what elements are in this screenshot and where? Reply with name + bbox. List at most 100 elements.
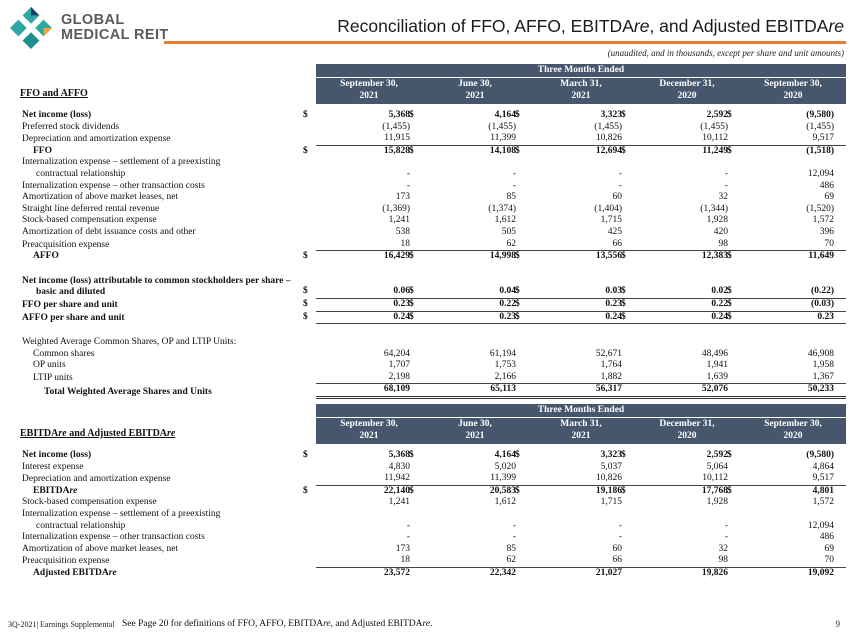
dollar-sign [727,181,740,193]
dollar-sign: $ [515,311,520,322]
table-row: Stock-based compensation expense 1,241 1,6… [16,497,848,509]
dollar-sign [409,372,422,385]
cell-value: (1,455) [594,121,622,132]
value-cell: $5,368 [303,110,422,122]
cell-value: 11,649 [808,251,834,262]
value-cell: 32 [634,544,740,556]
value-cell: $0.23 [409,312,528,325]
row-label: Internalization expense – settlement of … [22,157,221,179]
cell-value: 18 [316,239,422,252]
dollar-sign [621,384,634,399]
cell-value: 56,317 [528,384,634,400]
value-cell: 64,204 [316,349,422,361]
value-cell: 9,517 [740,473,846,486]
table-row: Total Weighted Average Shares and Units 6… [16,384,848,400]
cell-value: 486 [819,180,834,191]
cell-value: 396 [819,226,834,237]
dollar-sign [515,497,528,509]
dollar-sign: $ [621,450,626,460]
row-label: AFFO per share and unit [22,312,125,323]
cell-value: 1,639 [634,372,740,385]
dollar-sign [409,239,422,252]
cell-value: 0.23 [740,312,846,325]
value-cell: $0.06 [303,286,422,299]
value-cell: 61,194 [422,349,528,361]
value-cell: 62 [422,239,528,252]
value-cell: 23,572 [316,568,422,580]
dollar-sign [409,133,422,146]
dollar-sign: $ [303,311,308,322]
cell-value: 68,109 [316,384,422,400]
cell-value: 17,768 [701,485,728,496]
table-row: LTIP units 2,198 2,166 1,882 1,639 1,367 [16,372,848,385]
value-cell: 98 [634,239,740,252]
table-row: Net income (loss) $5,368 $4,164 $3,323 $2,59… [16,450,848,462]
dollar-sign [303,555,316,568]
cell-value: 5,064 [706,461,728,472]
value-cell: 18 [316,239,422,252]
value-cell: - [316,532,422,544]
row-label: LTIP units [33,372,73,383]
dollar-sign: $ [621,110,626,120]
cell-value: 5,368 [388,450,410,460]
value-cell: $ (0.03) [727,299,846,312]
cell-value: 2,166 [422,372,528,385]
value-cell: $19,186 [515,486,634,498]
value-cell: 10,826 [528,473,634,486]
value-cell: 11,399 [422,133,528,146]
dollar-sign [409,532,422,544]
value-cell: (1,369) [316,204,422,216]
dollar-sign: $ [515,485,520,496]
dollar-sign [621,122,634,134]
value-cell: $0.22 [621,299,740,312]
cell-value: 64,204 [383,348,410,359]
value-cell: 1,707 [316,360,422,372]
table-row: FFO per share and unit $0.23 $0.22 $0.23 $0.… [16,299,848,312]
period-span-header: Three Months Ended [316,404,846,418]
dollar-sign [409,192,422,204]
dollar-sign [515,215,528,227]
cell-value: 1,715 [600,497,622,508]
cell-value: 10,826 [528,473,634,486]
dollar-sign [727,372,740,385]
value-cell: 420 [634,227,740,239]
value-cell: 50,233 [740,384,846,400]
value-cell: (1,344) [634,204,740,216]
table-row: Common shares 64,204 61,194 52,671 48,496 46,… [16,349,848,361]
cell-value: 69 [824,543,835,554]
value-cell: 19,092 [740,568,846,580]
dollar-sign [515,192,528,204]
cell-value: 0.23 [316,299,422,312]
cell-value: (1,455) [382,121,410,132]
cell-value: 19,826 [701,567,728,578]
dollar-sign: $ [303,145,308,156]
table-row: Depreciation and amortization expense 11,… [16,133,848,146]
units-note: (unaudited, and in thousands, except per… [607,48,844,58]
dollar-sign [303,384,316,399]
value-cell: 396 [740,227,846,239]
cell-value: 1,928 [706,215,728,226]
table-row: Interest expense 4,830 5,020 5,037 5,064 4,86… [16,462,848,474]
cell-value: 32 [718,543,729,554]
dollar-sign [621,372,634,385]
value-cell: $11,249 [621,146,740,158]
dollar-sign [621,181,634,193]
cell-value: 62 [422,555,528,568]
dollar-sign [727,532,740,544]
cell-value: 16,429 [383,251,410,262]
table-row: FFO $15,828 $14,108 $12,694 $11,249 $ (1,518) [16,146,848,158]
dollar-sign [621,521,634,533]
value-cell: $0.24 [621,312,740,325]
value-cell: $5,368 [303,450,422,462]
cell-value: 2,592 [706,110,728,120]
row-label: Internalization expense – other transact… [22,532,205,543]
dollar-sign [727,349,740,361]
row-label: Stock-based compensation expense [22,497,157,508]
column-header: June 30, 2021 [458,79,492,101]
value-cell: 10,112 [634,133,740,146]
cell-value: 11,915 [316,133,422,146]
cell-value: (1,344) [700,203,728,214]
dollar-sign: $ [409,110,414,120]
dollar-sign [409,215,422,227]
cell-value: - [724,520,728,531]
